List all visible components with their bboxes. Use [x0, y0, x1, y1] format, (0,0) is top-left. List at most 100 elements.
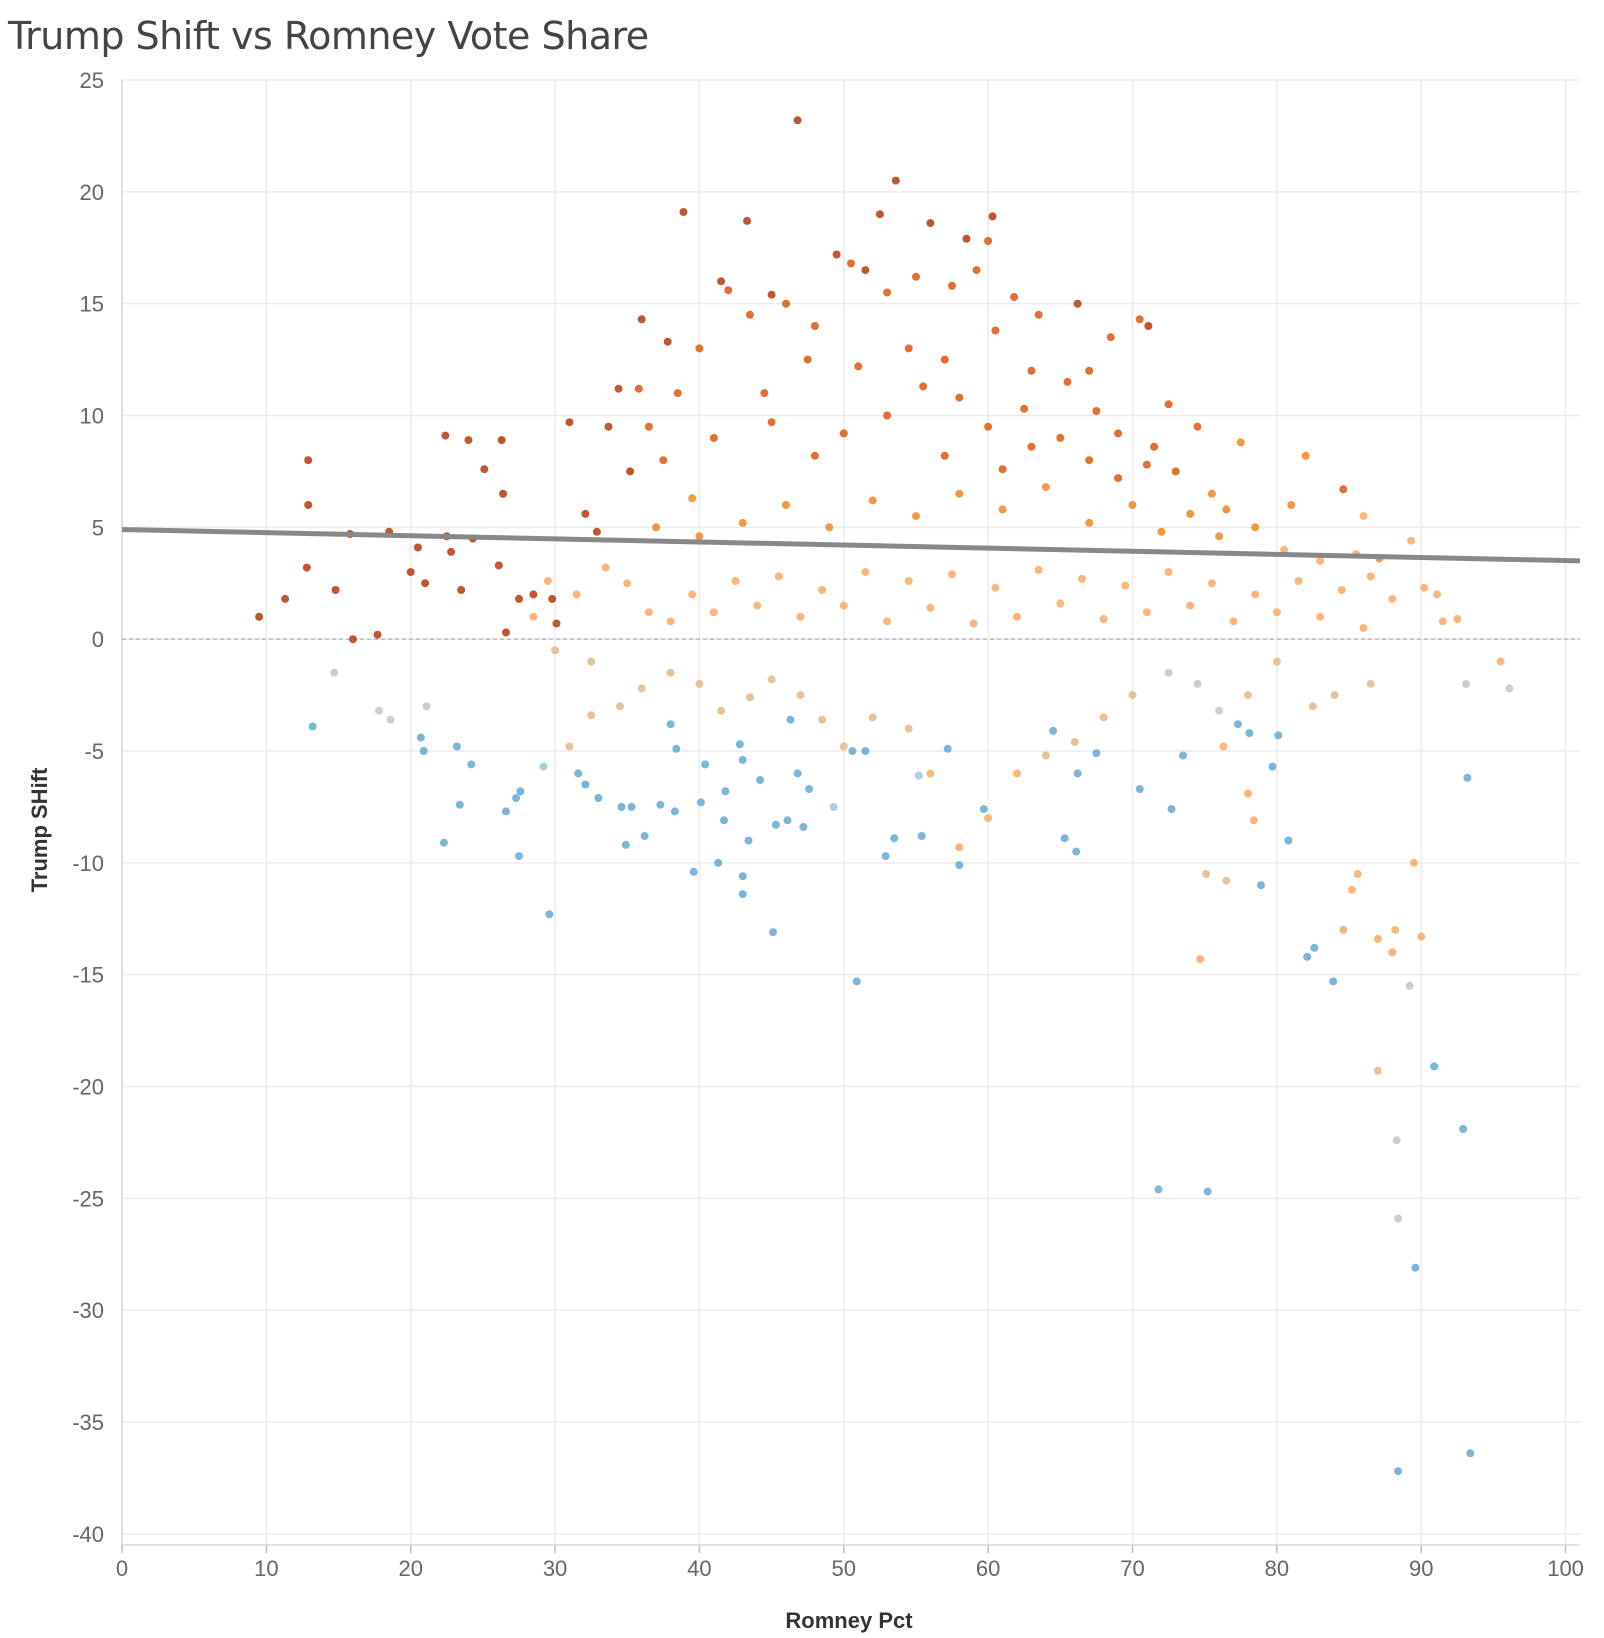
data-point [1114, 474, 1123, 483]
x-tick-label: 60 [976, 1556, 1000, 1581]
data-point [1339, 485, 1348, 494]
data-point [255, 612, 264, 621]
data-point [659, 456, 668, 465]
data-point [803, 355, 812, 364]
data-point [1417, 932, 1426, 941]
data-point [861, 747, 870, 755]
data-point [1215, 706, 1224, 715]
y-tick-label: 25 [80, 68, 104, 93]
data-point [572, 590, 581, 599]
data-point [1164, 568, 1173, 577]
data-point [1034, 565, 1043, 574]
data-point [515, 852, 523, 861]
data-point [672, 744, 681, 753]
data-point [1020, 404, 1029, 413]
data-point [1222, 505, 1231, 514]
data-point [1463, 773, 1472, 782]
data-point [594, 794, 603, 802]
data-point [663, 337, 672, 346]
data-point [1337, 586, 1346, 594]
data-point [1060, 834, 1069, 843]
data-point [413, 543, 422, 552]
data-point [998, 465, 1007, 474]
data-point [627, 802, 636, 811]
data-point [644, 608, 653, 617]
data-point [1330, 691, 1339, 700]
data-point [1106, 333, 1115, 342]
data-point [373, 630, 382, 639]
data-point [709, 608, 718, 617]
data-point [1167, 805, 1176, 814]
y-tick-label: 0 [92, 627, 104, 652]
data-point [793, 769, 802, 778]
data-point [1193, 422, 1202, 431]
data-point [1193, 679, 1202, 688]
data-point [738, 755, 747, 764]
data-point [735, 740, 744, 749]
data-point [1219, 742, 1228, 751]
data-point [349, 635, 357, 644]
data-point [940, 355, 949, 364]
data-point [1373, 934, 1382, 943]
data-point [796, 691, 805, 700]
data-point [512, 794, 521, 802]
data-point [1505, 684, 1514, 693]
data-point [1373, 1066, 1382, 1075]
data-point [637, 684, 646, 693]
data-point [760, 389, 769, 398]
data-point [1407, 536, 1416, 545]
data-point [998, 505, 1007, 514]
data-point [805, 785, 814, 793]
data-point [1027, 442, 1036, 451]
data-point [818, 586, 827, 594]
data-point [1196, 955, 1205, 963]
data-point [1284, 836, 1293, 845]
data-point [464, 436, 473, 445]
data-point [847, 259, 855, 268]
data-point [783, 816, 792, 825]
data-point [1157, 527, 1166, 536]
data-point [818, 715, 827, 724]
data-point [551, 646, 560, 655]
data-point [744, 836, 753, 845]
data-point [1236, 438, 1245, 447]
data-point [832, 250, 841, 259]
data-point [1142, 460, 1151, 469]
data-point [656, 800, 665, 809]
data-point [904, 724, 913, 733]
data-point [637, 315, 646, 324]
data-point [587, 711, 596, 720]
data-point [455, 800, 464, 809]
data-point [1202, 870, 1211, 878]
data-point [861, 266, 870, 275]
data-point [695, 344, 704, 353]
data-point [1392, 1136, 1401, 1145]
data-point [1078, 574, 1086, 583]
data-point [1121, 581, 1130, 590]
y-tick-label: -25 [72, 1186, 104, 1211]
data-point [1329, 977, 1338, 986]
data-point [721, 787, 730, 796]
data-point [1085, 456, 1094, 465]
data-point [644, 422, 653, 431]
data-point [1186, 509, 1195, 518]
data-point [796, 612, 805, 621]
data-point [1056, 599, 1065, 608]
data-point [1272, 657, 1281, 666]
x-tick-label: 90 [1409, 1556, 1433, 1581]
data-point [447, 547, 456, 556]
data-point [565, 742, 574, 751]
data-point [626, 467, 635, 476]
data-point [1272, 608, 1281, 617]
y-tick-label: -30 [72, 1298, 104, 1323]
data-point [1099, 615, 1108, 623]
data-point [1114, 429, 1123, 438]
data-point [1215, 532, 1224, 541]
data-point [786, 715, 795, 724]
data-point [861, 568, 870, 577]
data-point [962, 234, 971, 243]
data-point [1359, 624, 1368, 632]
data-point [746, 693, 754, 702]
data-point [1099, 713, 1108, 722]
data-point [1229, 617, 1238, 626]
